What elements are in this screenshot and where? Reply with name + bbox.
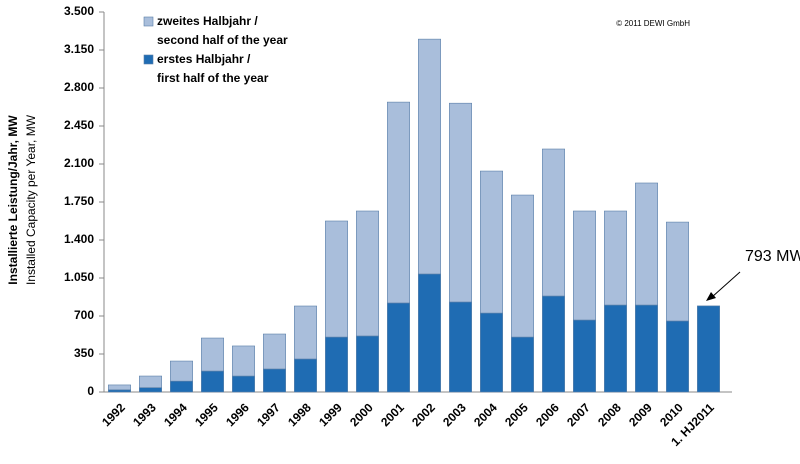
- bar-segment: [480, 312, 503, 393]
- bar-segment: [108, 384, 131, 391]
- bar-segment: [480, 170, 503, 314]
- bar-segment: [294, 305, 317, 360]
- bar-segment: [573, 319, 596, 393]
- y-tick-label: 3.500: [64, 4, 94, 18]
- legend-label: zweites Halbjahr /: [157, 14, 258, 28]
- bar-segment: [201, 337, 224, 372]
- bar-segment: [604, 304, 627, 393]
- y-tick-label: 350: [74, 346, 94, 360]
- x-tick-label: 2001: [378, 400, 407, 429]
- bar-segment: [542, 148, 565, 297]
- bar-segment: [573, 210, 596, 321]
- legend-label: first half of the year: [157, 71, 269, 85]
- bar-segment: [418, 38, 441, 275]
- bar-segment: [170, 380, 193, 393]
- bar-segment: [170, 360, 193, 382]
- copyright: © 2011 DEWI GmbH: [616, 19, 690, 28]
- x-tick-label: 1994: [161, 400, 190, 429]
- bar-segment: [666, 320, 689, 393]
- bar-segment: [201, 370, 224, 393]
- x-tick-label: 1992: [99, 400, 128, 429]
- bar-segment: [263, 368, 286, 393]
- bar-segment: [387, 302, 410, 393]
- y-tick-label: 1.050: [64, 270, 94, 284]
- y-axis-label: Installierte Leistung/Jahr, MW: [6, 115, 20, 285]
- bar-segment: [232, 375, 255, 393]
- bar-segment: [294, 358, 317, 393]
- x-tick-label: 2008: [595, 400, 624, 429]
- x-tick-label: 2007: [564, 400, 593, 429]
- bar-segment: [263, 333, 286, 370]
- y-tick-label: 1.400: [64, 232, 94, 246]
- x-tick-label: 1996: [223, 400, 252, 429]
- x-tick-label: 1998: [285, 400, 314, 429]
- x-tick-label: 2000: [347, 400, 376, 429]
- legend-swatch: [143, 54, 154, 65]
- x-tick-label: 1995: [192, 400, 221, 429]
- x-tick-label: 2005: [502, 400, 531, 429]
- y-tick-label: 2.450: [64, 118, 94, 132]
- bar-segment: [418, 273, 441, 393]
- bar-segment: [666, 221, 689, 322]
- legend-swatch: [143, 16, 154, 27]
- y-tick-label: 3.150: [64, 42, 94, 56]
- bar-segment: [635, 304, 658, 393]
- y-tick-label: 1.750: [64, 194, 94, 208]
- bar-segment: [325, 336, 348, 393]
- bar-segment: [449, 301, 472, 393]
- bar-segment: [449, 102, 472, 303]
- x-tick-label: 1997: [254, 400, 283, 429]
- bar-segment: [108, 389, 131, 393]
- bar-segment: [325, 220, 348, 338]
- y-tick-label: 0: [87, 384, 94, 398]
- bar-segment: [542, 295, 565, 393]
- x-tick-label: 2003: [440, 400, 469, 429]
- x-tick-label: 1999: [316, 400, 345, 429]
- annotation-arrow: [711, 271, 741, 298]
- bar-segment: [511, 194, 534, 338]
- bar-segment: [635, 182, 658, 306]
- bar-segment: [511, 336, 534, 393]
- x-tick-label: 2004: [471, 400, 500, 429]
- annotation: 793 MW: [745, 248, 800, 265]
- x-tick-label: 2002: [409, 400, 438, 429]
- bar-segment: [697, 305, 720, 393]
- x-tick-label: 1993: [130, 400, 159, 429]
- y-axis-label: Installed Capacity per Year, MW: [24, 114, 38, 285]
- legend-label: erstes Halbjahr /: [157, 52, 251, 66]
- bar-segment: [139, 387, 162, 393]
- x-tick-label: 2009: [626, 400, 655, 429]
- bar-segment: [139, 375, 162, 388]
- bar-segment: [356, 210, 379, 337]
- y-tick-label: 700: [74, 308, 94, 322]
- bar-segment: [604, 210, 627, 306]
- x-tick-label: 2006: [533, 400, 562, 429]
- y-tick-label: 2.100: [64, 156, 94, 170]
- y-tick-label: 2.800: [64, 80, 94, 94]
- legend-label: second half of the year: [157, 33, 288, 47]
- bar-segment: [356, 335, 379, 393]
- annotation-arrowhead: [706, 292, 716, 301]
- bar-segment: [387, 101, 410, 304]
- bar-segment: [232, 345, 255, 377]
